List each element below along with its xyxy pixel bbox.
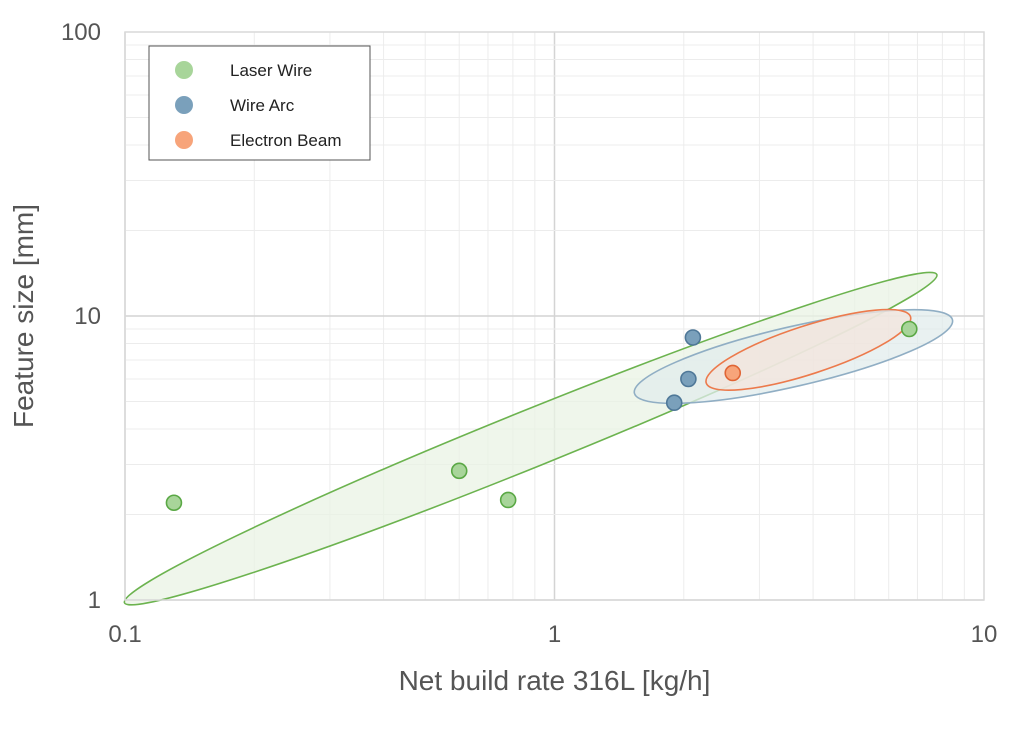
legend-marker-laser-wire [175,61,193,79]
x-axis-label: Net build rate 316L [kg/h] [399,665,711,696]
tick-labels: 0.1 1 10 1 10 100 [61,19,997,648]
y-tick-label: 100 [61,19,101,46]
y-axis-label: Feature size [mm] [8,204,39,428]
legend-label-laser-wire: Laser Wire [230,61,312,80]
laser-wire-point [499,491,517,509]
electron-beam-point [724,364,742,382]
legend-label-wire-arc: Wire Arc [230,96,295,115]
laser-wire-point [450,462,468,480]
legend-label-electron-beam: Electron Beam [230,131,342,150]
laser-wire-point [900,320,918,338]
legend: Laser Wire Wire Arc Electron Beam [148,45,371,161]
laser-wire-point [165,494,183,512]
laser-wire-envelope [123,271,938,606]
wire-arc-point [665,394,683,412]
x-tick-label: 1 [548,621,561,648]
electron-beam-envelope [705,308,912,391]
point-layer [165,320,918,512]
plot-border [124,31,985,601]
x-tick-label: 0.1 [108,621,141,648]
y-tick-label: 10 [74,303,101,330]
legend-marker-wire-arc [175,96,193,114]
wire-arc-point [680,370,697,388]
wire-arc-point [684,329,702,346]
x-tick-label: 10 [971,621,998,648]
legend-marker-electron-beam [175,131,193,149]
envelope-layer [123,271,954,606]
y-tick-label: 1 [88,587,101,614]
